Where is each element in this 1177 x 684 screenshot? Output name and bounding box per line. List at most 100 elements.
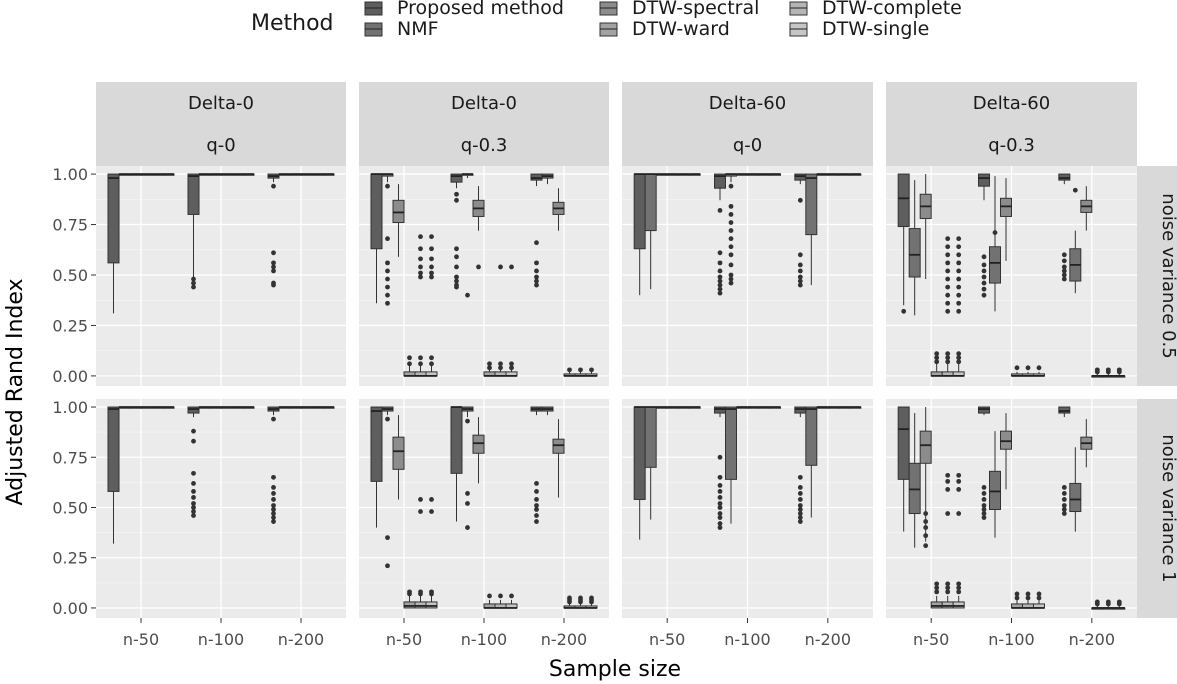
boxplot	[666, 173, 679, 176]
outlier-point	[454, 254, 459, 260]
outlier-point	[418, 361, 423, 367]
outlier-point	[1061, 264, 1067, 270]
boxplot	[505, 593, 518, 609]
boxplot	[198, 406, 211, 409]
boxplot	[541, 173, 554, 185]
boxplot	[231, 173, 244, 176]
boxplot	[989, 431, 1001, 538]
outlier-point	[797, 497, 803, 502]
outlier-point	[981, 515, 987, 520]
outlier-point	[385, 284, 390, 290]
boxplot	[198, 173, 211, 176]
outlier-point	[271, 264, 276, 270]
outlier-point	[509, 361, 514, 367]
outlier-point	[534, 519, 539, 524]
outlier-point	[1061, 491, 1067, 496]
boxplot	[267, 173, 280, 288]
boxplot	[129, 173, 142, 176]
y-tick-label: 0.75	[52, 448, 88, 467]
outlier-point	[945, 589, 951, 595]
outlier-point	[945, 351, 951, 357]
outlier-point	[407, 355, 412, 361]
outlier-point	[191, 513, 196, 518]
outlier-point	[429, 361, 434, 367]
boxplot	[1091, 367, 1104, 378]
box	[633, 173, 646, 250]
box	[1069, 482, 1082, 513]
facet-panel	[96, 399, 346, 618]
y-tick-label: 0.75	[52, 216, 88, 235]
outlier-point	[498, 264, 503, 270]
outlier-point	[1025, 595, 1031, 601]
outlier-point	[934, 589, 940, 595]
boxplot	[162, 173, 175, 176]
outlier-point	[534, 507, 539, 512]
outlier-point	[797, 519, 803, 524]
outlier-point	[271, 183, 276, 189]
outlier-point	[717, 250, 723, 256]
outlier-point	[797, 503, 803, 508]
outlier-point	[717, 282, 723, 288]
outlier-point	[923, 543, 929, 549]
boxplot	[827, 173, 840, 176]
outlier-point	[271, 503, 276, 508]
box	[107, 406, 120, 492]
box	[1058, 406, 1071, 414]
boxplot	[725, 173, 737, 286]
x-tick-label: n-50	[649, 630, 685, 649]
outlier-point	[271, 511, 276, 516]
outlier-point	[956, 581, 962, 587]
outlier-point	[509, 593, 514, 599]
outlier-point	[1014, 365, 1020, 371]
box	[187, 406, 200, 414]
outlier-point	[981, 491, 987, 496]
outlier-point	[429, 355, 434, 361]
outlier-point	[454, 278, 459, 284]
boxplot	[941, 236, 954, 377]
boxplot	[231, 406, 244, 409]
boxplot	[552, 188, 565, 231]
boxplot	[666, 406, 679, 409]
box	[908, 462, 921, 515]
outlier-point	[717, 268, 723, 274]
boxplot	[1113, 599, 1126, 610]
box	[644, 173, 657, 232]
outlier-point	[1014, 591, 1020, 597]
outlier-point	[385, 236, 390, 242]
boxplot	[220, 406, 233, 409]
outlier-point	[385, 300, 390, 306]
outlier-point	[797, 485, 803, 490]
boxplot	[1069, 187, 1082, 294]
boxplot	[677, 173, 690, 176]
outlier-point	[429, 256, 434, 262]
outlier-point	[956, 268, 962, 274]
boxplot	[794, 173, 807, 288]
box	[403, 601, 416, 609]
outlier-point	[945, 244, 951, 250]
outlier-point	[271, 497, 276, 502]
outlier-point	[567, 367, 572, 373]
boxplot	[1080, 186, 1093, 231]
facet-panel	[96, 166, 346, 386]
boxplot	[392, 184, 405, 257]
outlier-point	[945, 268, 951, 274]
box	[633, 406, 646, 500]
box	[472, 434, 485, 454]
boxplot	[1022, 365, 1034, 377]
outlier-point	[487, 361, 492, 367]
boxplot	[978, 173, 990, 298]
outlier-point	[1061, 497, 1067, 502]
boxplot	[805, 406, 818, 518]
boxplot	[952, 472, 965, 609]
boxplot	[242, 173, 255, 176]
outlier-point	[271, 260, 276, 266]
boxplot	[747, 406, 759, 409]
y-tick-label: 0.00	[52, 599, 88, 618]
outlier-point	[498, 361, 503, 367]
outlier-point	[271, 491, 276, 496]
outlier-point	[534, 489, 539, 494]
outlier-point	[797, 491, 803, 496]
outlier-point	[418, 509, 423, 514]
boxplot	[530, 173, 543, 288]
legend-item-label: DTW-complete	[822, 0, 962, 19]
